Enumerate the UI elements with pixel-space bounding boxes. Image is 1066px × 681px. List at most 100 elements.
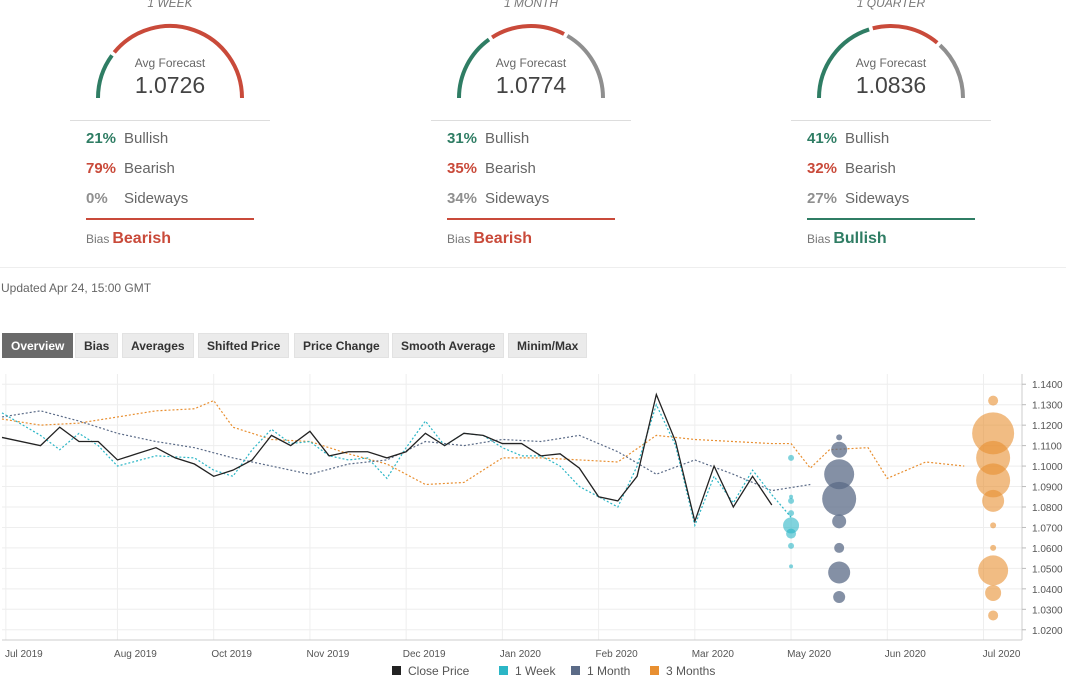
x-tick-label: Oct 2019 xyxy=(211,649,252,660)
gauge-bearish-arc xyxy=(112,24,244,99)
legend-label: 1 Month xyxy=(587,664,630,678)
legend-label: 3 Months xyxy=(666,664,715,678)
bearish-pct: 79% xyxy=(86,160,117,177)
tab-bias[interactable]: Bias xyxy=(75,333,119,358)
bias-underline xyxy=(807,218,975,220)
bearish-row: 32% Bearish xyxy=(807,160,896,177)
x-tick-label: Feb 2020 xyxy=(595,649,638,660)
y-tick-label: 1.1200 xyxy=(1032,421,1063,432)
tab-overview[interactable]: Overview xyxy=(2,333,74,358)
legend-swatch xyxy=(499,666,508,675)
y-tick-label: 1.1400 xyxy=(1032,380,1063,391)
avg-forecast-value: 1.0726 xyxy=(134,72,206,98)
tab-averages[interactable]: Averages xyxy=(122,333,194,358)
gauge-bullish-arc xyxy=(457,37,491,99)
forecast-bubble xyxy=(982,489,1005,512)
forecast-bubble xyxy=(789,494,794,499)
forecast-bubble xyxy=(990,544,997,551)
forecast-bubble xyxy=(834,542,845,553)
forecast-bubble xyxy=(988,610,999,621)
panel-title: 1 QUARTER xyxy=(856,0,926,10)
separator xyxy=(70,120,270,121)
forecast-bubble xyxy=(828,561,851,584)
forecast-bubble xyxy=(832,514,847,529)
x-tick-label: Dec 2019 xyxy=(403,649,446,660)
x-tick-label: Jun 2020 xyxy=(885,649,927,660)
bullish-row: 41% Bullish xyxy=(807,130,889,147)
x-tick-label: Jan 2020 xyxy=(500,649,542,660)
sideways-pct: 27% xyxy=(807,190,838,207)
legend-label: 1 Week xyxy=(515,664,556,678)
bullish-label: Bullish xyxy=(124,130,169,147)
legend-swatch xyxy=(571,666,580,675)
bearish-label: Bearish xyxy=(845,160,896,177)
sideways-row: 27% Sideways xyxy=(807,190,909,207)
sideways-row: 0% Sideways xyxy=(86,190,188,207)
y-tick-label: 1.0600 xyxy=(1032,544,1063,555)
bearish-row: 79% Bearish xyxy=(86,160,175,177)
y-tick-label: 1.1300 xyxy=(1032,401,1063,412)
bullish-row: 21% Bullish xyxy=(86,130,168,147)
bearish-label: Bearish xyxy=(485,160,536,177)
tab-price-change[interactable]: Price Change xyxy=(294,333,389,358)
legend-swatch xyxy=(392,666,401,675)
gauge-bullish-arc xyxy=(817,27,870,99)
x-tick-label: Jul 2020 xyxy=(983,649,1021,660)
x-tick-label: Nov 2019 xyxy=(307,649,350,660)
series-line-close-price xyxy=(1,392,773,524)
avg-forecast-value: 1.0774 xyxy=(495,72,567,98)
forecast-bubble xyxy=(783,517,800,534)
sideways-label: Sideways xyxy=(845,190,910,207)
avg-forecast-label: Avg Forecast xyxy=(855,56,927,70)
forecast-bubble xyxy=(822,481,857,516)
forecast-bubble xyxy=(788,510,795,517)
avg-forecast-label: Avg Forecast xyxy=(495,56,567,70)
panel-1month: 1 MONTH Avg Forecast 1.0774 31% Bullish 3… xyxy=(431,0,731,260)
gauge-sideways-arc xyxy=(938,43,965,99)
y-tick-label: 1.1100 xyxy=(1032,442,1062,453)
sideways-row: 34% Sideways xyxy=(447,190,549,207)
tab-shifted-price[interactable]: Shifted Price xyxy=(198,333,290,358)
sideways-label: Sideways xyxy=(124,190,189,207)
bullish-row: 31% Bullish xyxy=(447,130,529,147)
sideways-pct: 34% xyxy=(447,190,478,207)
tab-smooth-average[interactable]: Smooth Average xyxy=(392,333,505,358)
forecast-bubble xyxy=(990,522,997,529)
bias-row: Bias Bearish xyxy=(447,230,532,248)
y-tick-label: 1.0800 xyxy=(1032,503,1063,514)
bearish-label: Bearish xyxy=(124,160,175,177)
forecast-chart: 1.1400 1.1300 1.1200 1.1100 1.1000 1.0900 1.08… xyxy=(1,374,1063,678)
bullish-pct: 31% xyxy=(447,130,478,147)
y-tick-label: 1.0200 xyxy=(1032,626,1063,637)
bias-value: Bearish xyxy=(112,230,172,247)
panel-1week: 1 WEEK Avg Forecast 1.0726 21% Bullish 79… xyxy=(70,0,370,260)
x-tick-label: Aug 2019 xyxy=(114,649,157,660)
forecast-bubble xyxy=(836,434,843,441)
series-line-1-week xyxy=(1,403,792,528)
x-tick-label: Mar 2020 xyxy=(692,649,735,660)
gauge-chart xyxy=(96,24,244,99)
gauge-bullish-arc xyxy=(96,54,114,99)
bias-label: Bias xyxy=(86,232,110,246)
forecast-bubble xyxy=(831,441,848,458)
bias-row: Bias Bearish xyxy=(86,230,171,248)
forecast-bubble xyxy=(788,454,795,461)
y-tick-label: 1.0500 xyxy=(1032,564,1063,575)
gauge-chart xyxy=(457,24,605,99)
gauge-chart xyxy=(817,24,965,99)
series-line-3-months xyxy=(1,399,965,486)
forecast-bubble xyxy=(988,395,999,406)
legend-swatch xyxy=(650,666,659,675)
bias-underline xyxy=(447,218,615,220)
forecast-bubble xyxy=(789,564,794,569)
x-tick-label: May 2020 xyxy=(787,649,831,660)
y-tick-label: 1.0400 xyxy=(1032,585,1063,596)
updated-timestamp: Updated Apr 24, 15:00 GMT xyxy=(1,281,152,295)
bullish-label: Bullish xyxy=(485,130,530,147)
forecast-bubble xyxy=(972,412,1015,455)
separator xyxy=(431,120,631,121)
legend-label: Close Price xyxy=(408,664,470,678)
tab-minim-max[interactable]: Minim/Max xyxy=(508,333,588,358)
x-tick-label: Jul 2019 xyxy=(5,649,43,660)
y-tick-label: 1.1000 xyxy=(1032,462,1063,473)
